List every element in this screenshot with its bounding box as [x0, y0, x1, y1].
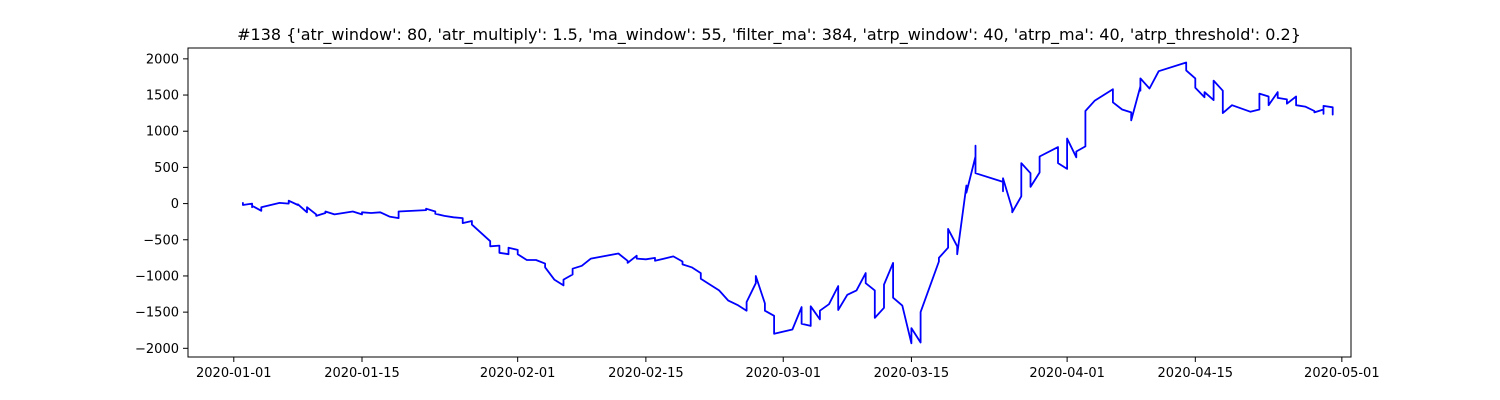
x-tick-label: 2020-01-01: [196, 366, 272, 381]
y-tick-label: 1000: [146, 125, 179, 140]
axes-frame: [187, 47, 1352, 358]
x-tick-label: 2020-03-15: [874, 366, 950, 381]
plot-area: [241, 61, 1334, 345]
y-tick-label: 0: [171, 197, 179, 212]
x-tick-label: 2020-03-01: [745, 366, 821, 381]
series-line-0: [241, 61, 1334, 345]
axis-ticks: 2020-01-01 2020-01-15 2020-02-01 2020-02-15…: [135, 52, 1380, 381]
y-tick-label: −1500: [135, 306, 179, 321]
x-tick-label: 2020-04-01: [1029, 366, 1105, 381]
x-tick-label: 2020-02-15: [608, 366, 684, 381]
y-tick-label: 2000: [146, 52, 179, 67]
y-tick-label: −2000: [135, 342, 179, 357]
chart-title: #138 {'atr_window': 80, 'atr_multiply': …: [237, 25, 1301, 45]
y-tick-label: −1000: [135, 269, 179, 284]
y-tick-label: −500: [143, 233, 179, 248]
x-tick-label: 2020-02-01: [480, 366, 556, 381]
y-tick-label: 1500: [146, 89, 179, 104]
y-tick-label: 500: [154, 161, 179, 176]
x-tick-label: 2020-04-15: [1158, 366, 1234, 381]
x-tick-label: 2020-05-01: [1304, 366, 1380, 381]
x-tick-label: 2020-01-15: [324, 366, 400, 381]
